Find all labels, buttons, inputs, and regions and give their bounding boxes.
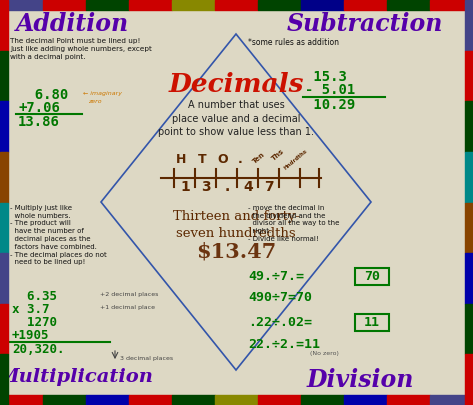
Bar <box>301 395 344 405</box>
Bar <box>258 0 301 10</box>
Text: 10.29: 10.29 <box>305 98 355 112</box>
Text: .: . <box>237 153 242 166</box>
Bar <box>172 0 215 10</box>
Bar <box>129 0 172 10</box>
Bar <box>172 395 215 405</box>
Bar <box>86 0 129 10</box>
Text: (No zero): (No zero) <box>310 351 339 356</box>
Text: O: O <box>218 153 228 166</box>
Bar <box>465 202 473 253</box>
Text: 11: 11 <box>364 316 380 329</box>
Bar <box>387 395 430 405</box>
Text: 15.3: 15.3 <box>305 70 347 84</box>
Bar <box>465 0 473 51</box>
Text: Ten: Ten <box>252 151 266 164</box>
Text: - move the decimal in
  the dividend and the
  divisor all the way to the
  righ: - move the decimal in the dividend and t… <box>248 205 339 242</box>
Text: 3 decimal places: 3 decimal places <box>120 356 173 361</box>
Bar <box>43 0 86 10</box>
Bar <box>0 51 8 101</box>
Text: x 3.7: x 3.7 <box>12 303 50 316</box>
Text: Thirteen and forty-
seven hundredths: Thirteen and forty- seven hundredths <box>173 210 299 240</box>
Text: Decimals: Decimals <box>168 72 304 97</box>
Bar <box>465 253 473 304</box>
Text: Ths: Ths <box>271 148 285 162</box>
Text: 1270: 1270 <box>12 316 57 329</box>
Bar <box>465 354 473 405</box>
Bar <box>0 304 8 354</box>
Bar <box>0 395 43 405</box>
Bar <box>0 354 8 405</box>
Text: 7: 7 <box>264 180 274 194</box>
Bar <box>344 0 387 10</box>
Text: 1: 1 <box>180 180 190 194</box>
Text: H: H <box>176 153 186 166</box>
Bar <box>86 395 129 405</box>
Bar <box>0 101 8 152</box>
Text: 20,320.: 20,320. <box>12 343 64 356</box>
Text: $13.47: $13.47 <box>196 242 276 262</box>
Text: Subtraction: Subtraction <box>287 12 443 36</box>
Bar <box>465 304 473 354</box>
Bar <box>215 0 258 10</box>
Text: 13.86: 13.86 <box>18 115 60 129</box>
Text: 490÷7=70: 490÷7=70 <box>248 291 312 304</box>
Text: 70: 70 <box>364 270 380 283</box>
Bar <box>129 395 172 405</box>
Text: +2 decimal places: +2 decimal places <box>100 292 158 297</box>
Text: Division: Division <box>307 368 414 392</box>
Text: 3: 3 <box>201 180 211 194</box>
Text: 6.80: 6.80 <box>18 88 68 102</box>
Bar <box>0 152 8 202</box>
Text: Multiplication: Multiplication <box>0 368 153 386</box>
Bar <box>0 202 8 253</box>
Bar <box>0 0 43 10</box>
Bar <box>0 253 8 304</box>
Text: .22÷.02=: .22÷.02= <box>248 316 312 329</box>
Bar <box>355 268 389 285</box>
Text: T: T <box>198 153 206 166</box>
Text: 22.÷2.=11: 22.÷2.=11 <box>248 338 320 351</box>
Bar <box>430 0 473 10</box>
Bar <box>465 51 473 101</box>
Text: 4: 4 <box>243 180 253 194</box>
Text: +1 decimal place: +1 decimal place <box>100 305 155 310</box>
Bar <box>465 152 473 202</box>
Text: +7.06: +7.06 <box>18 101 60 115</box>
Bar <box>387 0 430 10</box>
Text: 49.÷7.=: 49.÷7.= <box>248 270 304 283</box>
Bar <box>215 395 258 405</box>
Text: +1905: +1905 <box>12 329 50 342</box>
Text: - Multiply just like
  whole numbers.
- The product will
  have the number of
  : - Multiply just like whole numbers. - Th… <box>10 205 107 265</box>
Bar <box>465 101 473 152</box>
Bar <box>344 395 387 405</box>
Text: 6.35: 6.35 <box>12 290 57 303</box>
Bar <box>301 0 344 10</box>
Text: Hndrdths: Hndrdths <box>283 148 309 171</box>
Text: *some rules as addition: *some rules as addition <box>248 38 339 47</box>
Bar <box>430 395 473 405</box>
Bar <box>355 314 389 331</box>
Bar <box>0 0 8 51</box>
Text: Addition: Addition <box>16 12 129 36</box>
Text: - 5.01: - 5.01 <box>305 83 355 97</box>
Bar <box>258 395 301 405</box>
Text: A number that uses
place value and a decimal
point to show value less than 1.: A number that uses place value and a dec… <box>158 100 314 137</box>
Bar <box>43 395 86 405</box>
Text: .: . <box>224 180 229 194</box>
Text: ← imaginary: ← imaginary <box>83 91 122 96</box>
Text: The decimal Point must be lined up!
Just like adding whole numbers, except
with : The decimal Point must be lined up! Just… <box>10 38 152 60</box>
Text: zero: zero <box>88 99 102 104</box>
